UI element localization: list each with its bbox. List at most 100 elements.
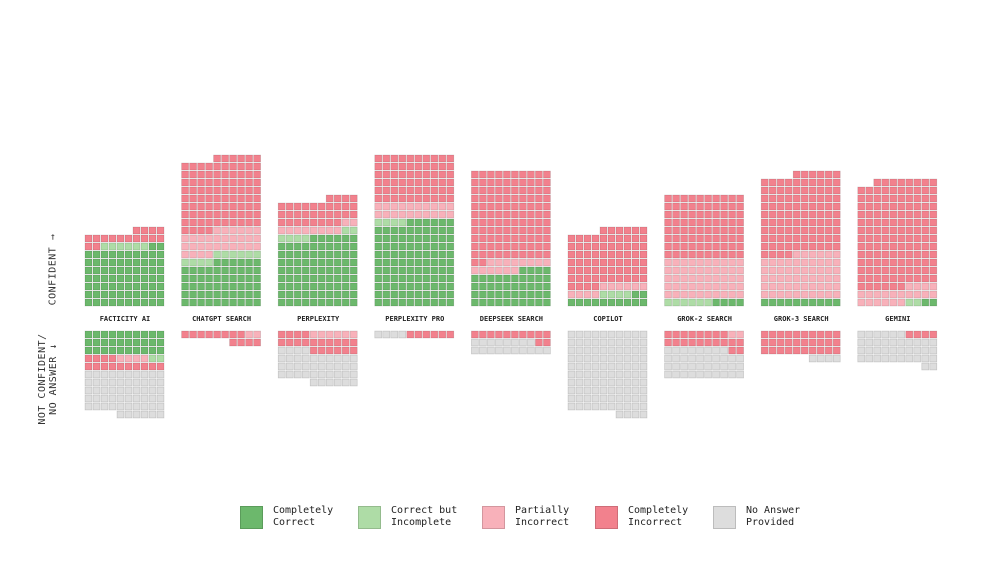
waffle-cell — [414, 282, 423, 291]
legend-item: No Answer Provided — [713, 505, 826, 529]
waffle-cell — [535, 250, 543, 259]
waffle-cell — [116, 234, 125, 243]
waffle-cell — [487, 266, 495, 275]
waffle-cell — [688, 194, 696, 203]
waffle-cell — [92, 282, 101, 291]
waffle-cell — [414, 194, 423, 203]
waffle-cell — [495, 178, 503, 187]
waffle-cell — [881, 234, 890, 243]
waffle-cell — [221, 178, 229, 187]
waffle-cell — [430, 154, 439, 163]
waffle-cell — [229, 274, 237, 283]
waffle-cell — [583, 338, 592, 347]
waffle-cell — [471, 282, 479, 291]
waffle-cell — [390, 210, 399, 219]
waffle-cell — [591, 394, 600, 403]
waffle-cell — [680, 330, 688, 339]
waffle-cell — [623, 410, 632, 419]
waffle-cell — [913, 178, 922, 187]
waffle-cell — [132, 298, 141, 307]
legend-swatch — [240, 505, 263, 529]
waffle-cell — [768, 178, 777, 187]
waffle-cell — [776, 226, 785, 235]
waffle-cell — [285, 338, 294, 347]
waffle-cell — [189, 210, 197, 219]
waffle-cell — [631, 362, 640, 371]
waffle-cell — [680, 362, 688, 371]
waffle-cell — [132, 370, 141, 379]
waffle-cell — [277, 338, 286, 347]
waffle-cell — [156, 402, 165, 411]
waffle-cell — [309, 202, 318, 211]
waffle-cell — [390, 258, 399, 267]
waffle-cell — [189, 186, 197, 195]
waffle-cell — [704, 298, 712, 307]
waffle-cell — [889, 298, 898, 307]
waffle-cell — [438, 170, 447, 179]
waffle-cell — [285, 210, 294, 219]
waffle-cell — [430, 266, 439, 275]
waffle-cell — [680, 258, 688, 267]
waffle-cell — [519, 242, 527, 251]
waffle-cell — [776, 282, 785, 291]
waffle-cell — [591, 402, 600, 411]
waffle-cell — [438, 266, 447, 275]
waffle-cell — [205, 330, 213, 339]
waffle-cell — [680, 354, 688, 363]
waffle-cell — [487, 170, 495, 179]
waffle-cell — [253, 330, 261, 339]
waffle-cell — [325, 202, 334, 211]
waffle-cell — [696, 274, 704, 283]
waffle-cell — [720, 274, 728, 283]
waffle-cell — [495, 202, 503, 211]
waffle-cell — [873, 178, 882, 187]
waffle-cell — [245, 210, 253, 219]
waffle-cell — [800, 234, 809, 243]
waffle-cell — [672, 298, 680, 307]
waffle-cell — [293, 210, 302, 219]
waffle-cell — [503, 242, 511, 251]
waffle-cell — [575, 370, 584, 379]
waffle-cell — [495, 250, 503, 259]
waffle-cell — [309, 242, 318, 251]
waffle-cell — [543, 282, 551, 291]
waffle-cell — [92, 354, 101, 363]
waffle-cell — [301, 298, 310, 307]
waffle-cell — [599, 354, 608, 363]
waffle-cell — [511, 178, 519, 187]
waffle-cell — [873, 298, 882, 307]
waffle-cell — [615, 362, 624, 371]
waffle-cell — [108, 354, 117, 363]
waffle-cell — [398, 178, 407, 187]
waffle-cell — [301, 354, 310, 363]
waffle-cell — [148, 290, 157, 299]
waffle-cell — [680, 202, 688, 211]
waffle-cell — [623, 354, 632, 363]
waffle-cell — [599, 242, 608, 251]
waffle-cell — [607, 362, 616, 371]
waffle-cell — [92, 242, 101, 251]
waffle-cell — [527, 202, 535, 211]
waffle-cell — [406, 178, 415, 187]
waffle-cell — [156, 378, 165, 387]
waffle-cell — [704, 370, 712, 379]
waffle-cell — [567, 354, 576, 363]
waffle-cell — [511, 298, 519, 307]
waffle-cell — [446, 202, 455, 211]
waffle-cell — [865, 274, 874, 283]
waffle-cell — [229, 194, 237, 203]
waffle-cell — [575, 354, 584, 363]
waffle-cell — [422, 290, 431, 299]
waffle-cell — [390, 330, 399, 339]
waffle-cell — [277, 234, 286, 243]
waffle-cell — [124, 274, 133, 283]
waffle-cell — [873, 290, 882, 299]
waffle-cell — [776, 202, 785, 211]
waffle-cell — [333, 226, 342, 235]
waffle-cell — [865, 258, 874, 267]
waffle-cell — [213, 170, 221, 179]
waffle-cell — [519, 330, 527, 339]
waffle-cell — [905, 194, 914, 203]
waffle-cell — [229, 170, 237, 179]
waffle-cell — [623, 226, 632, 235]
